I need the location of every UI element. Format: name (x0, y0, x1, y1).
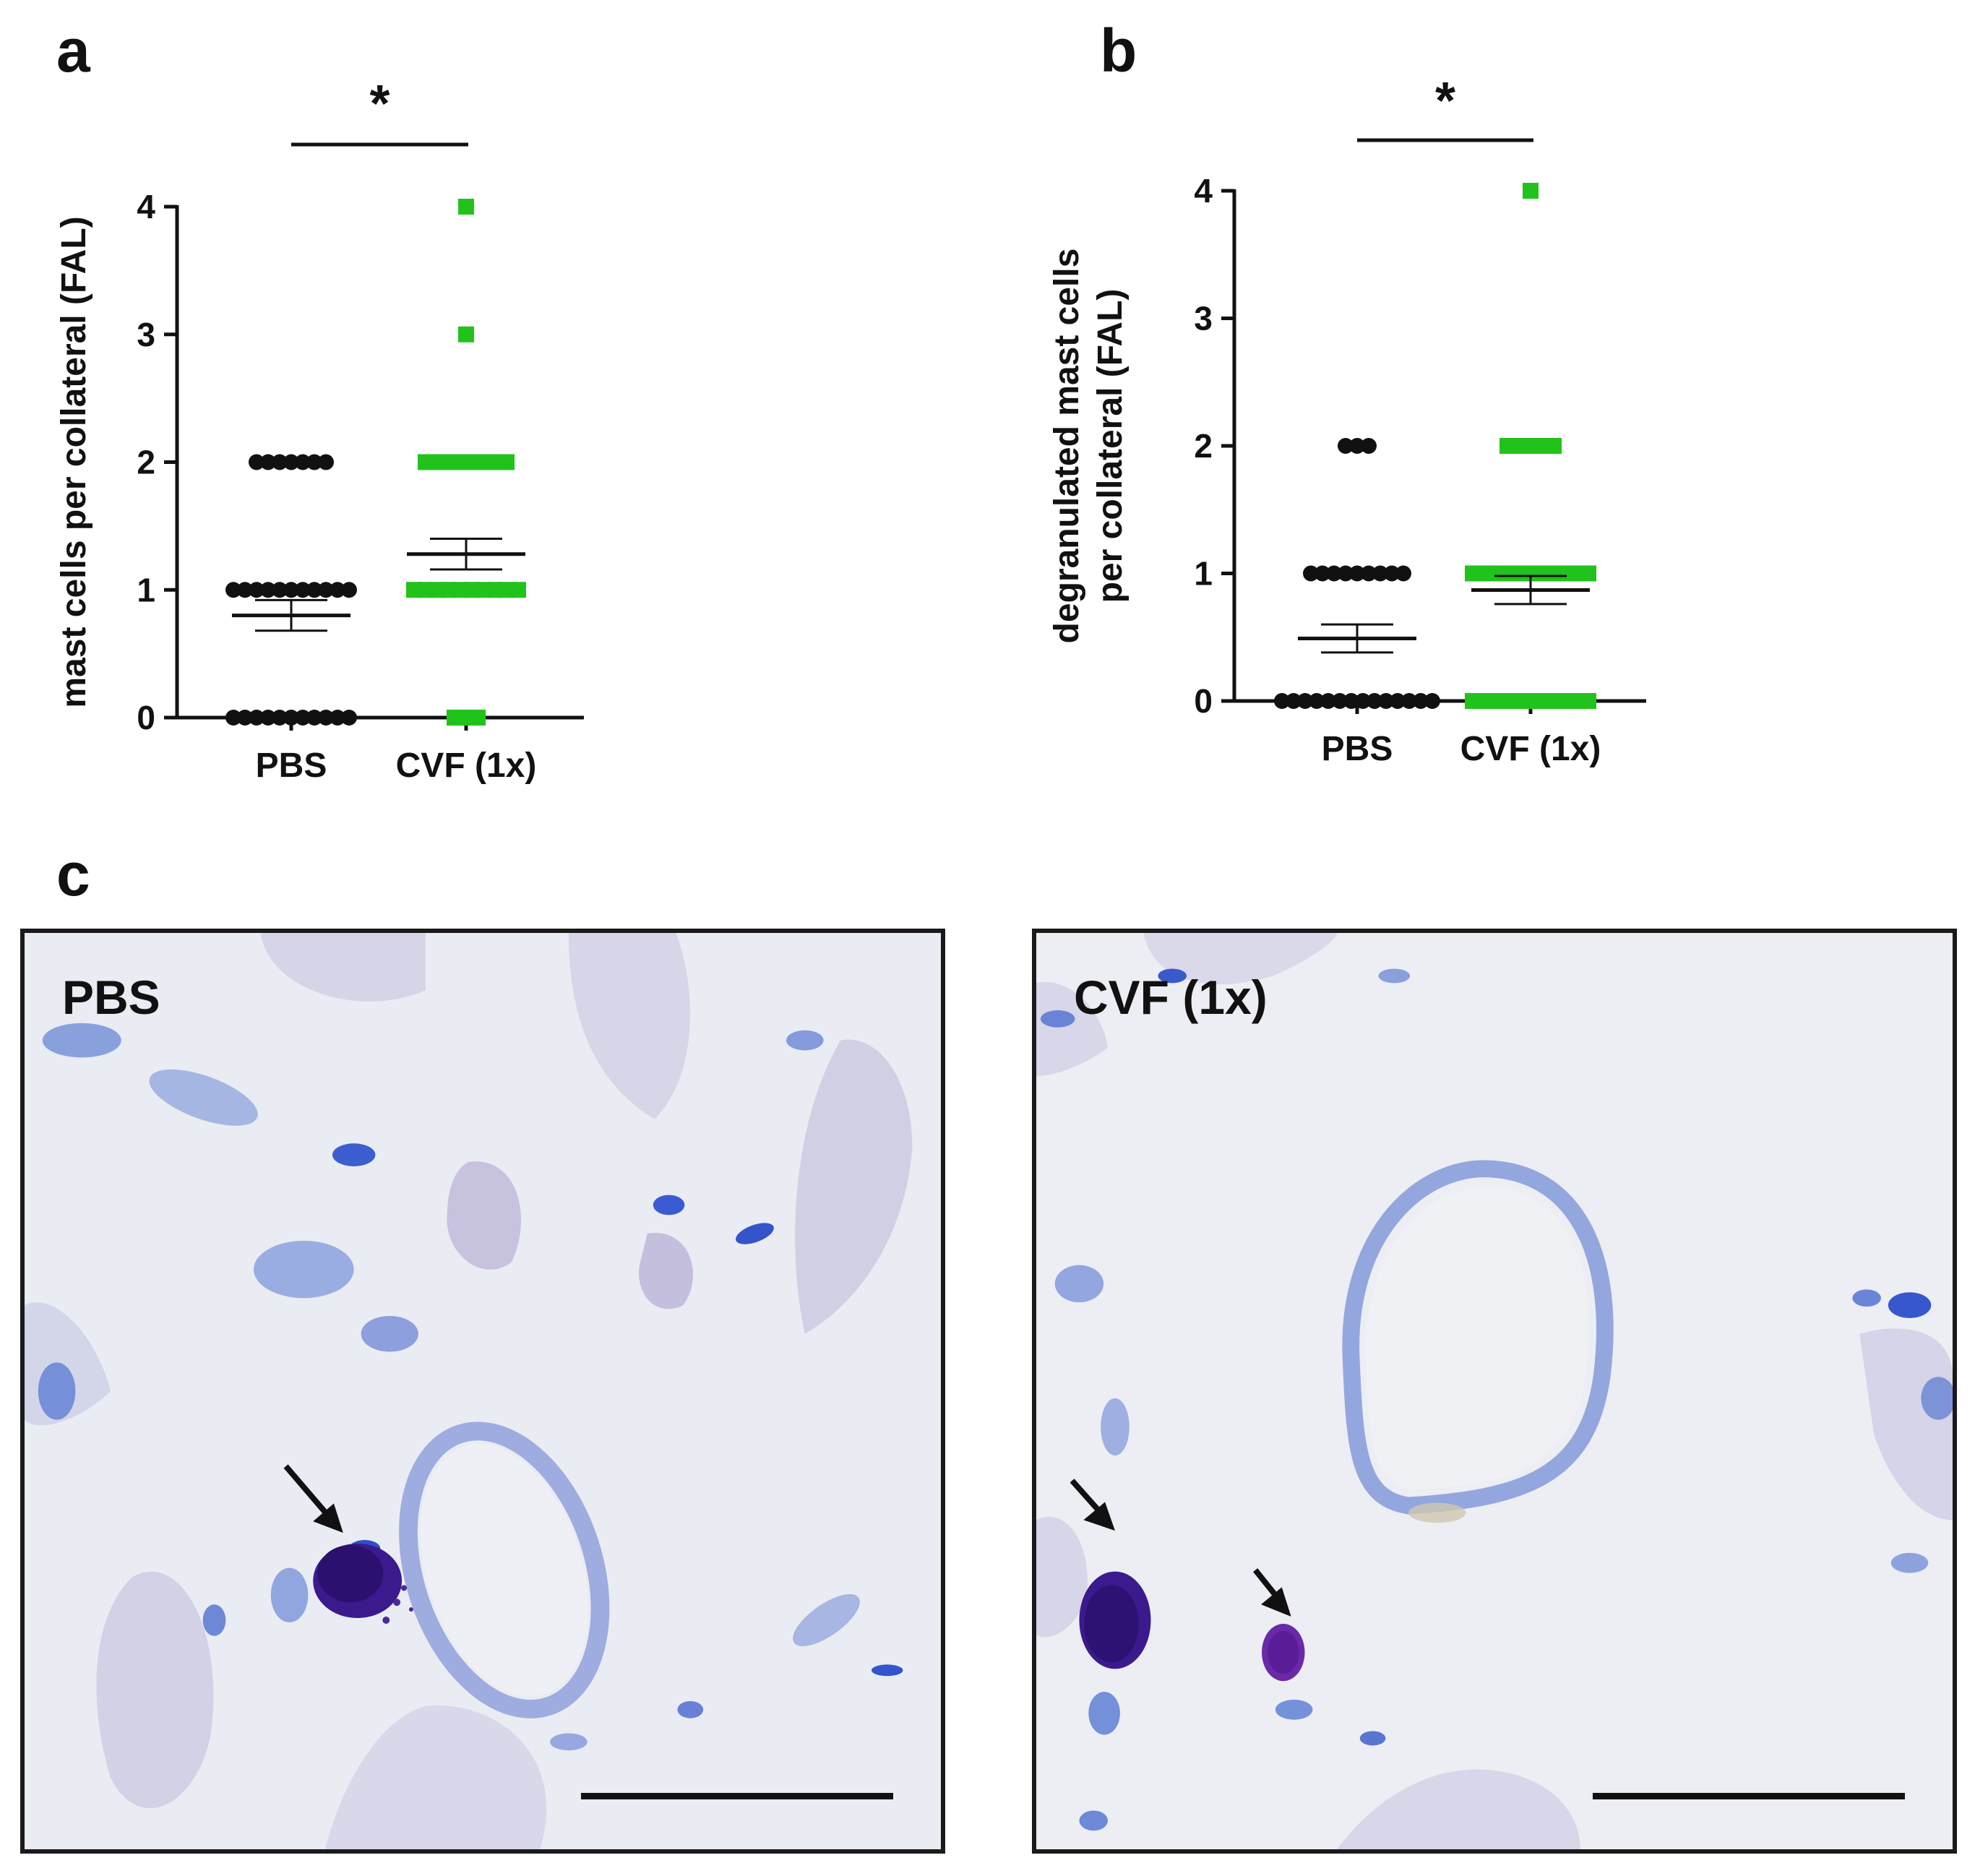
data-point (260, 710, 276, 726)
data-point (1390, 693, 1406, 709)
data-point (458, 199, 474, 215)
data-point (1274, 693, 1290, 709)
data-point (1286, 693, 1301, 709)
x-tick-label: PBS (256, 746, 327, 785)
data-point (1372, 565, 1388, 582)
y-tick-label: 2 (1194, 427, 1213, 465)
data-point (510, 582, 526, 598)
data-point (249, 454, 264, 470)
data-point (470, 710, 486, 726)
data-point (1343, 693, 1359, 709)
data-point (1424, 693, 1440, 709)
data-point (1332, 693, 1348, 709)
data-point (1349, 565, 1365, 582)
data-point (1395, 565, 1411, 582)
data-point (306, 454, 322, 470)
data-point (1303, 565, 1319, 582)
data-point (330, 582, 345, 598)
data-point (272, 454, 288, 470)
data-point (272, 710, 288, 726)
data-point (295, 454, 311, 470)
chart-a-mast-cells: 0 1 2 3 4 PBS CVF (1x) mast cells per collatera… (55, 75, 584, 785)
data-point (260, 454, 276, 470)
data-point (1413, 693, 1429, 709)
data-point (1378, 693, 1394, 709)
data-point (306, 710, 322, 726)
y-tick-label: 1 (137, 571, 155, 608)
significance-star: * (369, 75, 390, 133)
y-tick-label: 0 (1194, 682, 1213, 720)
micrograph-pbs: PBS (20, 929, 945, 1854)
data-point (1367, 693, 1382, 709)
data-point (1361, 565, 1377, 582)
x-tick-label: CVF (1x) (1460, 730, 1601, 768)
data-point (1361, 438, 1377, 454)
data-point (1314, 565, 1330, 582)
data-point (1580, 693, 1596, 709)
panel-label-b: b (1100, 17, 1137, 85)
data-point (237, 582, 253, 598)
data-point (295, 582, 311, 598)
micrograph-cvf: CVF (1x) (1032, 929, 1957, 1854)
data-point (1338, 438, 1354, 454)
data-point (318, 454, 334, 470)
data-point (249, 710, 264, 726)
data-point (499, 454, 515, 470)
data-point (295, 710, 311, 726)
data-point (306, 582, 322, 598)
data-point (318, 710, 334, 726)
y-tick-label: 4 (1194, 172, 1213, 210)
y-axis-label: mast cells per collateral (FAL) (55, 216, 93, 707)
data-point (330, 710, 345, 726)
micrograph-pbs-image (25, 933, 941, 1849)
data-point (318, 582, 334, 598)
data-point (1523, 183, 1539, 199)
data-point (283, 582, 299, 598)
data-point (1297, 693, 1313, 709)
data-point (260, 582, 276, 598)
micrograph-label-pbs: PBS (62, 971, 160, 1024)
data-point (341, 582, 357, 598)
x-tick-label: CVF (1x) (396, 746, 537, 785)
y-tick-label: 1 (1194, 555, 1213, 593)
chart-b-degranulated-mast-cells: 0 1 2 3 4 PBS CVF (1x) degranulated mast cells p… (1048, 72, 1646, 768)
data-point (283, 454, 299, 470)
panel-label-a: a (56, 17, 90, 85)
x-tick-label: PBS (1322, 730, 1393, 768)
data-point (1580, 565, 1596, 582)
micrograph-label-cvf: CVF (1x) (1074, 971, 1268, 1024)
data-point (225, 582, 241, 598)
data-point (1384, 565, 1400, 582)
data-point (1401, 693, 1417, 709)
data-point (1309, 693, 1325, 709)
scale-bar (581, 1793, 893, 1799)
data-point (341, 710, 357, 726)
data-point (1355, 693, 1371, 709)
data-point (1349, 438, 1365, 454)
data-point (249, 582, 264, 598)
data-point (458, 326, 474, 343)
y-tick-label: 3 (137, 316, 155, 353)
data-point (283, 710, 299, 726)
y-tick-label: 0 (137, 699, 155, 736)
panel-label-c: c (56, 840, 90, 908)
data-point (1326, 565, 1342, 582)
data-point (1338, 565, 1354, 582)
data-point (272, 582, 288, 598)
micrograph-cvf-image (1036, 933, 1953, 1849)
significance-star: * (1435, 72, 1455, 130)
y-tick-label: 4 (137, 188, 155, 225)
scale-bar (1593, 1793, 1905, 1799)
data-point (237, 710, 253, 726)
y-tick-label: 2 (137, 444, 155, 481)
y-tick-label: 3 (1194, 300, 1213, 337)
data-point (1546, 438, 1562, 454)
data-point (225, 710, 241, 726)
data-point (1320, 693, 1336, 709)
y-axis-label: degranulated mast cells per collateral (F… (1048, 249, 1130, 644)
